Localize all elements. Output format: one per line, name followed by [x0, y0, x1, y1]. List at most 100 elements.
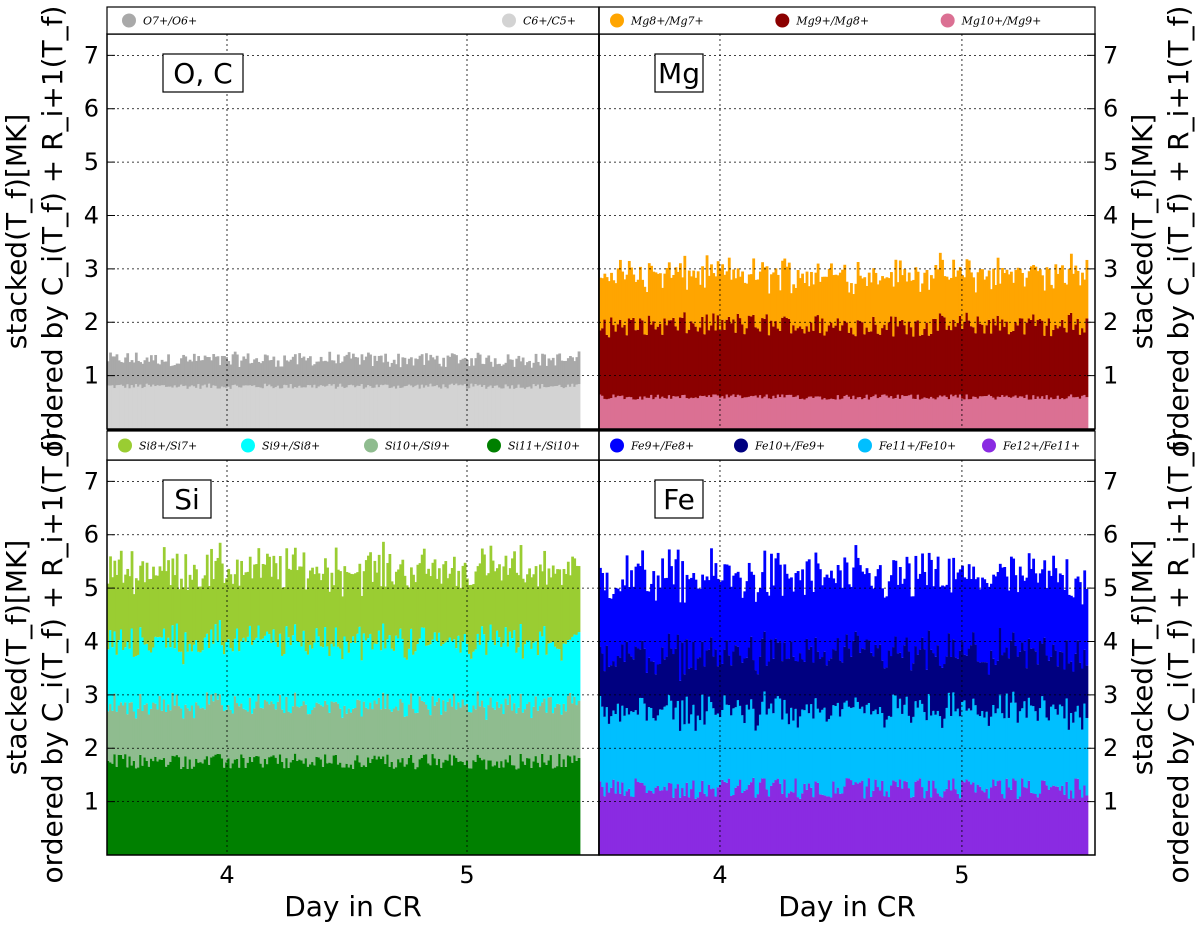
bar-segment-3 [723, 274, 727, 330]
bar-segment-2 [987, 319, 991, 395]
bar-segment-3 [727, 655, 731, 706]
bar-segment-1 [867, 399, 871, 429]
bar-segment-4 [636, 563, 640, 649]
bar-segment-3 [171, 625, 175, 693]
bar-segment-3 [347, 652, 351, 709]
bar-segment-4 [727, 565, 731, 656]
bar-segment-1 [618, 396, 622, 429]
bar-segment-2 [517, 355, 521, 385]
bar-segment-4 [431, 562, 435, 640]
bar-segment-4 [556, 569, 559, 649]
bar-segment-1 [506, 762, 510, 855]
bar-segment-3 [958, 267, 962, 316]
legend-label: Fe9+/Fe8+ [630, 440, 694, 453]
bar-segment-2 [341, 717, 344, 768]
bar-segment-1 [158, 759, 162, 855]
bar-segment-1 [1034, 399, 1038, 429]
bar-segment-2 [261, 708, 265, 768]
bar-segment-3 [672, 654, 676, 720]
bar-segment-4 [309, 570, 312, 645]
bar-segment-1 [1081, 395, 1084, 429]
bar-segment-2 [1061, 706, 1064, 786]
bar-segment-2 [907, 321, 911, 396]
bar-segment-2 [343, 356, 347, 389]
y-axis-label: stacked(T_f)[MK] [0, 540, 33, 776]
bar-segment-1 [834, 793, 838, 855]
bar-segment-2 [367, 709, 370, 758]
bar-segment-2 [253, 359, 256, 386]
bar-segment-1 [223, 387, 226, 429]
bar-segment-2 [450, 706, 454, 766]
bar-segment-3 [632, 274, 636, 318]
bar-segment-2 [309, 714, 312, 765]
bar-segment-2 [190, 705, 194, 769]
bar-segment-1 [192, 386, 196, 429]
bar-segment-2 [876, 333, 880, 399]
legend-marker [734, 438, 748, 453]
bar-segment-1 [887, 397, 891, 429]
bar-segment-1 [268, 384, 271, 429]
bar-segment-2 [1016, 325, 1020, 398]
bar-segment-2 [111, 356, 115, 386]
bar-segment-4 [504, 555, 508, 628]
bar-segment-1 [1063, 794, 1067, 855]
bar-segment-3 [876, 648, 880, 715]
bar-segment-2 [149, 355, 153, 387]
bar-segment-4 [317, 573, 321, 637]
bar-segment-3 [306, 654, 310, 715]
bar-segment-1 [976, 398, 980, 429]
bar-segment-1 [667, 782, 671, 855]
y-axis-label: stacked(T_f)[MK] [1126, 540, 1159, 776]
bar-segment-4 [532, 574, 536, 643]
bar-segment-2 [504, 698, 508, 760]
bar-segment-3 [394, 635, 398, 707]
bar-segment-3 [790, 641, 793, 708]
bar-segment-3 [894, 259, 898, 317]
bar-segment-3 [818, 658, 822, 713]
bar-segment-2 [1005, 693, 1009, 779]
bar-segment-3 [134, 655, 138, 719]
bar-segment-1 [480, 386, 484, 429]
bar-segment-3 [223, 654, 226, 711]
bar-segment-2 [881, 713, 884, 781]
bar-segment-1 [634, 399, 638, 429]
bar-segment-3 [1054, 650, 1058, 710]
bar-segment-1 [382, 385, 385, 429]
legend-label: Si11+/Si10+ [508, 440, 580, 453]
bar-segment-4 [195, 569, 198, 641]
bar-segment-2 [186, 708, 190, 769]
bar-segment-3 [861, 278, 864, 323]
bar-segment-4 [577, 566, 581, 633]
bar-segment-1 [936, 397, 940, 429]
bar-segment-3 [638, 649, 642, 698]
bar-segment-2 [390, 711, 394, 762]
bar-segment-3 [474, 649, 478, 710]
bar-segment-1 [830, 398, 833, 429]
bar-segment-4 [141, 561, 145, 638]
bar-segment-4 [171, 558, 175, 626]
grid [107, 460, 599, 855]
bar-segment-2 [832, 705, 836, 782]
bar-segment-1 [487, 386, 491, 429]
bar-segment-1 [621, 395, 625, 429]
bar-segment-1 [745, 397, 749, 429]
bar-segment-1 [1065, 398, 1069, 429]
bar-segment-2 [1009, 702, 1013, 790]
bar-segment-1 [627, 788, 631, 855]
bar-segment-2 [433, 359, 437, 387]
bar-segment-2 [231, 354, 235, 386]
bar-segment-3 [132, 656, 136, 712]
bar-segment-2 [216, 356, 220, 389]
bar-segment-2 [690, 321, 693, 398]
bar-segment-2 [983, 333, 987, 397]
bar-segment-1 [796, 797, 800, 855]
bar-segment-3 [743, 658, 747, 724]
bar-segment-4 [521, 578, 525, 659]
bar-segment-1 [961, 780, 964, 855]
bar-segment-2 [634, 710, 638, 779]
bar-segment-1 [678, 797, 682, 855]
bar-segment-1 [390, 387, 394, 429]
bar-segment-4 [916, 578, 920, 655]
bar-segment-1 [863, 398, 867, 429]
y-axis-label: ordered by C_i(T_f) + R_i+1(T_f) [1162, 6, 1195, 458]
